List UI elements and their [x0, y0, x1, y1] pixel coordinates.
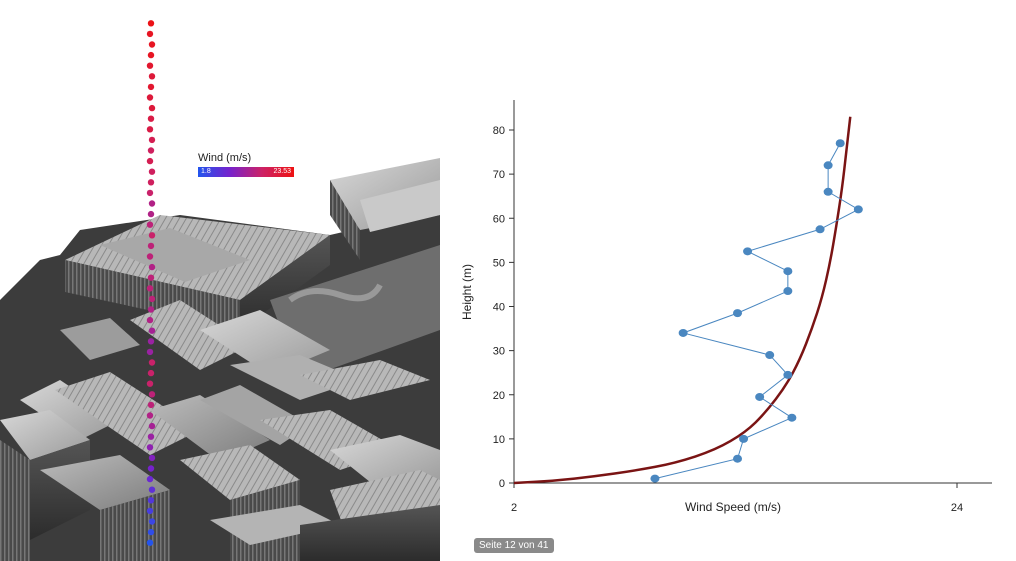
wind-sample-point [146, 316, 154, 324]
y-tick-label: 80 [493, 125, 505, 137]
colorbar-legend: Wind (m/s) 1.8 23.53 [198, 152, 298, 177]
wind-sample-point [148, 518, 156, 525]
y-tick-label: 50 [493, 257, 505, 269]
colorbar-gradient: 1.8 23.53 [198, 167, 294, 177]
wind-sample-point [147, 179, 155, 186]
y-tick-label: 20 [493, 390, 505, 402]
wind-sample-point [148, 391, 156, 398]
wind-sample-point [148, 168, 156, 175]
wind-sample-point [147, 242, 155, 250]
wind-sample-point [147, 274, 155, 281]
measured-point [783, 287, 793, 296]
colorbar-max-label: 23.53 [273, 168, 291, 175]
wind-sample-point [148, 422, 156, 430]
measured-point [739, 434, 749, 443]
wind-sample-point [146, 507, 154, 515]
wind-sample-point [147, 83, 155, 91]
wind-sample-point [147, 497, 155, 504]
wind-sample-point [146, 157, 154, 165]
wind-sample-point [146, 412, 154, 419]
measured-point [743, 247, 753, 256]
wind-sample-point [148, 263, 156, 271]
wind-sample-point [147, 147, 155, 154]
y-tick-label: 60 [493, 213, 505, 225]
wind-sample-point [147, 338, 155, 345]
wind-sample-point [146, 189, 154, 197]
wind-sample-point [146, 285, 154, 292]
wind-sample-point [147, 465, 155, 472]
urban-3d-scene [0, 0, 440, 561]
measured-point [823, 187, 833, 196]
measured-point [765, 351, 775, 360]
wind-sample-point [148, 327, 156, 334]
fitted-profile-line [513, 116, 852, 485]
measured-point [678, 328, 688, 337]
measured-point [815, 225, 825, 234]
measured-point [835, 139, 845, 148]
wind-profile-chart: 0 10 20 30 40 50 60 70 80 2 24 Wind Speed (m/s) He… [460, 100, 992, 514]
measured-point [783, 370, 793, 379]
y-tick-label: 40 [493, 302, 505, 314]
wind-sample-point [146, 30, 154, 38]
y-axis-title: Height (m) [460, 264, 474, 320]
wind-sample-point [148, 454, 156, 462]
x-tick-label: 2 [511, 502, 517, 514]
wind-sample-point [148, 104, 156, 112]
fitted-profile-layer [513, 116, 852, 485]
y-tick-label: 70 [493, 169, 505, 181]
measured-point [755, 392, 765, 401]
measured-point [733, 454, 743, 463]
wind-sample-point [147, 369, 155, 377]
y-tick-label: 10 [493, 434, 505, 446]
wind-sample-point [147, 401, 155, 409]
wind-sample-point [148, 136, 156, 144]
wind-sample-point [147, 528, 155, 536]
wind-sample-point [148, 359, 156, 366]
wind-sample-point [146, 94, 154, 101]
wind-sample-point [146, 221, 154, 228]
wind-sample-point [146, 475, 154, 483]
measured-point [853, 205, 863, 214]
wind-sample-point [147, 210, 155, 218]
wind-sample-point [147, 115, 155, 122]
wind-sample-point [148, 41, 156, 48]
wind-sample-point [147, 433, 155, 440]
y-tick-label: 30 [493, 346, 505, 358]
wind-sample-point [148, 232, 156, 239]
measured-point [733, 309, 743, 318]
x-axis-title: Wind Speed (m/s) [685, 500, 781, 514]
x-tick-label: 24 [951, 502, 963, 514]
wind-sample-point [146, 126, 154, 133]
measured-profile-layer [650, 139, 863, 483]
city-point-cloud [0, 0, 440, 561]
colorbar-title: Wind (m/s) [198, 152, 252, 164]
measured-point [783, 267, 793, 276]
wind-sample-point [148, 295, 156, 303]
measured-point [650, 474, 660, 483]
wind-sample-point [148, 200, 156, 207]
wind-column [146, 20, 156, 546]
wind-sample-point [147, 20, 155, 27]
wind-sample-point [146, 253, 154, 260]
page-indicator: Seite 12 von 41 [474, 538, 554, 553]
measured-point [823, 161, 833, 170]
wind-sample-point [147, 51, 155, 59]
wind-sample-point [148, 73, 156, 80]
wind-sample-point [146, 348, 154, 356]
chart-axes: 0 10 20 30 40 50 60 70 80 2 24 [493, 100, 992, 514]
measured-point [787, 413, 797, 422]
wind-sample-point [146, 444, 154, 451]
colorbar-min-label: 1.8 [201, 168, 211, 175]
wind-sample-point [148, 486, 156, 493]
y-tick-label: 0 [499, 478, 505, 490]
wind-sample-point [146, 62, 154, 69]
wind-sample-point [147, 306, 155, 313]
wind-sample-point [146, 380, 154, 387]
wind-sample-point [146, 539, 154, 546]
